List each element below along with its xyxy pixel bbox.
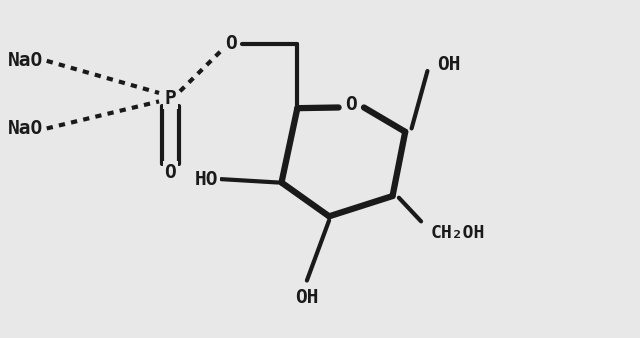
Text: OH: OH: [437, 55, 460, 74]
Text: CH₂OH: CH₂OH: [431, 224, 485, 242]
Text: OH: OH: [295, 288, 319, 307]
Text: NaO: NaO: [8, 119, 44, 138]
Text: HO: HO: [195, 170, 218, 189]
Text: O: O: [225, 34, 237, 53]
Text: O: O: [164, 163, 177, 182]
Text: NaO: NaO: [8, 51, 44, 70]
Text: P: P: [164, 89, 177, 107]
Text: O: O: [346, 95, 357, 114]
